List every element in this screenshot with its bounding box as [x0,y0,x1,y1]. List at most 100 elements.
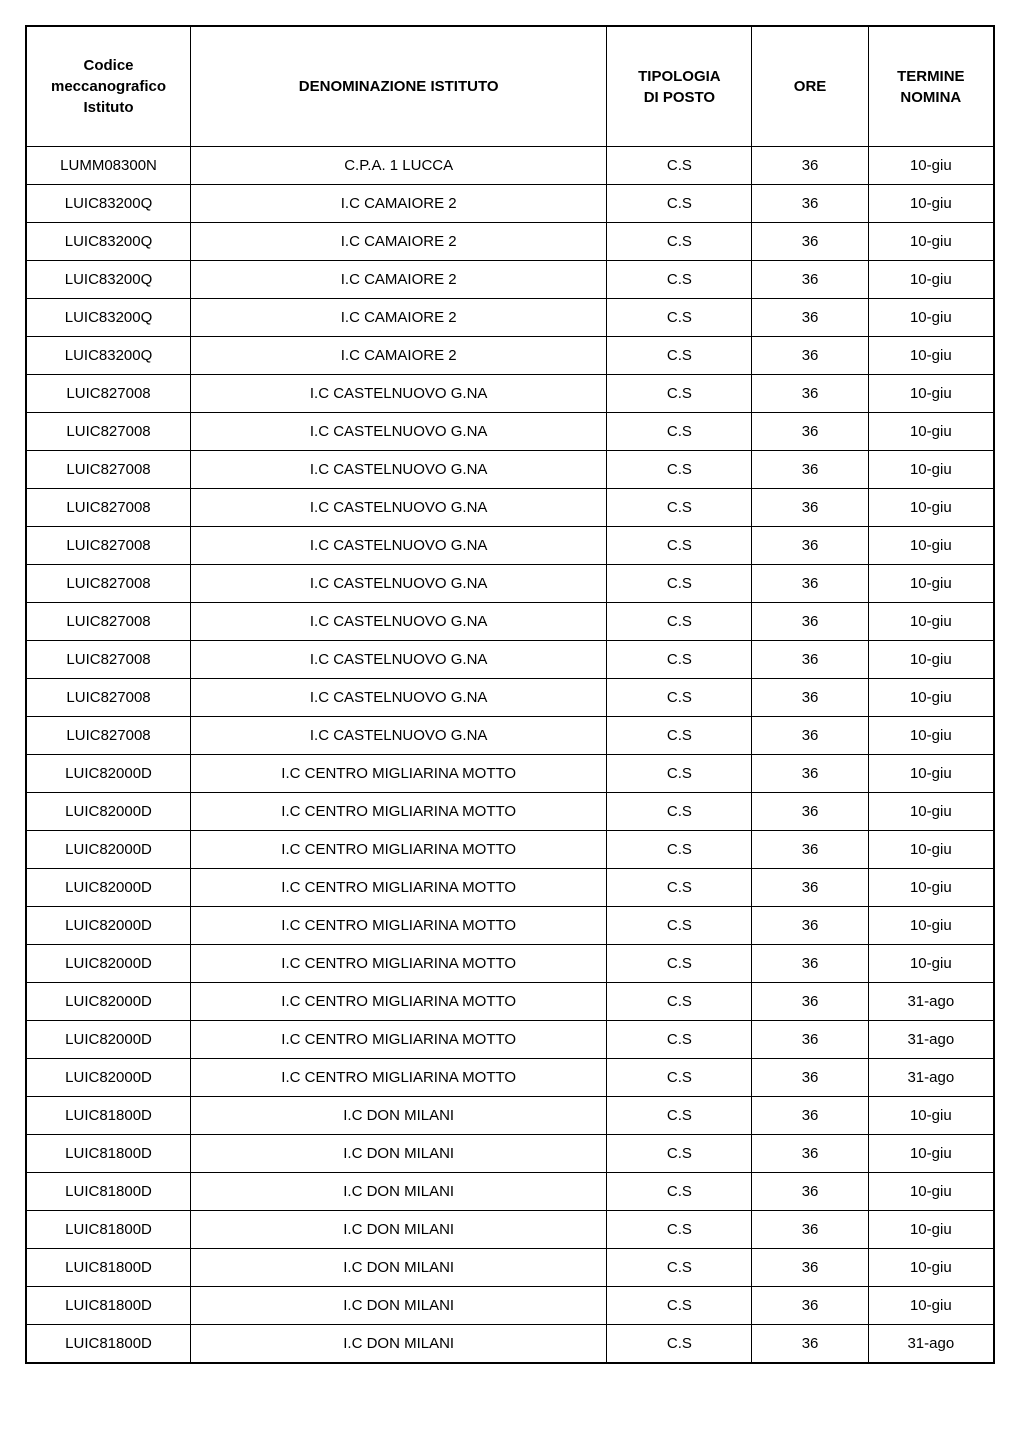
table-cell: C.S [607,1097,752,1135]
table-cell: I.C CAMAIORE 2 [191,223,607,261]
table-cell: 36 [752,983,868,1021]
table-cell: C.S [607,983,752,1021]
table-cell: LUIC827008 [26,679,191,717]
table-cell: 36 [752,337,868,375]
table-cell: 36 [752,717,868,755]
table-row: LUIC83200QI.C CAMAIORE 2C.S3610-giu [26,299,994,337]
table-row: LUIC827008I.C CASTELNUOVO G.NAC.S3610-gi… [26,413,994,451]
table-cell: 36 [752,1059,868,1097]
table-cell: LUIC83200Q [26,299,191,337]
table-cell: 36 [752,489,868,527]
table-cell: C.S [607,527,752,565]
table-cell: 10-giu [868,755,994,793]
table-row: LUIC83200QI.C CAMAIORE 2C.S3610-giu [26,261,994,299]
table-cell: LUIC82000D [26,907,191,945]
table-cell: I.C CASTELNUOVO G.NA [191,451,607,489]
table-cell: C.S [607,1059,752,1097]
table-row: LUIC827008I.C CASTELNUOVO G.NAC.S3610-gi… [26,679,994,717]
table-cell: C.S [607,223,752,261]
table-cell: I.C CASTELNUOVO G.NA [191,641,607,679]
table-cell: I.C CASTELNUOVO G.NA [191,565,607,603]
table-cell: 10-giu [868,831,994,869]
table-cell: C.S [607,755,752,793]
table-cell: I.C CASTELNUOVO G.NA [191,717,607,755]
table-cell: 36 [752,641,868,679]
table-row: LUMM08300NC.P.A. 1 LUCCAC.S3610-giu [26,147,994,185]
table-cell: 36 [752,869,868,907]
table-cell: C.S [607,1325,752,1364]
table-cell: LUIC83200Q [26,223,191,261]
table-cell: I.C DON MILANI [191,1211,607,1249]
table-row: LUIC82000DI.C CENTRO MIGLIARINA MOTTOC.S… [26,831,994,869]
table-row: LUIC827008I.C CASTELNUOVO G.NAC.S3610-gi… [26,641,994,679]
table-cell: 36 [752,413,868,451]
table-row: LUIC827008I.C CASTELNUOVO G.NAC.S3610-gi… [26,527,994,565]
table-cell: 36 [752,793,868,831]
table-cell: 10-giu [868,1287,994,1325]
table-body: LUMM08300NC.P.A. 1 LUCCAC.S3610-giu LUIC8… [26,147,994,1364]
table-cell: 10-giu [868,261,994,299]
table-row: LUIC827008I.C CASTELNUOVO G.NAC.S3610-gi… [26,451,994,489]
table-cell: 36 [752,185,868,223]
table-cell: 10-giu [868,1249,994,1287]
table-cell: LUIC827008 [26,641,191,679]
table-cell: 36 [752,831,868,869]
table-cell: 10-giu [868,1173,994,1211]
table-cell: 10-giu [868,641,994,679]
table-cell: 10-giu [868,945,994,983]
table-cell: LUIC82000D [26,1021,191,1059]
table-cell: C.S [607,1249,752,1287]
table-cell: C.S [607,717,752,755]
table-row: LUIC81800DI.C DON MILANIC.S3610-giu [26,1173,994,1211]
table-cell: I.C CASTELNUOVO G.NA [191,375,607,413]
table-cell: 10-giu [868,679,994,717]
table-cell: C.S [607,451,752,489]
table-cell: 10-giu [868,793,994,831]
table-cell: 36 [752,1021,868,1059]
table-cell: 10-giu [868,527,994,565]
table-cell: 10-giu [868,413,994,451]
table-row: LUIC82000DI.C CENTRO MIGLIARINA MOTTOC.S… [26,907,994,945]
table-cell: 36 [752,679,868,717]
table-cell: C.S [607,1173,752,1211]
header-tipologia: TIPOLOGIADI POSTO [607,26,752,147]
table-cell: LUMM08300N [26,147,191,185]
table-cell: 10-giu [868,1135,994,1173]
table-cell: I.C CENTRO MIGLIARINA MOTTO [191,755,607,793]
header-codice: CodicemeccanograficoIstituto [26,26,191,147]
table-cell: C.S [607,375,752,413]
table-cell: I.C CASTELNUOVO G.NA [191,603,607,641]
table-cell: 36 [752,1173,868,1211]
table-cell: 10-giu [868,375,994,413]
table-row: LUIC83200QI.C CAMAIORE 2C.S3610-giu [26,337,994,375]
table-cell: C.S [607,413,752,451]
table-row: LUIC81800DI.C DON MILANIC.S3610-giu [26,1287,994,1325]
table-row: LUIC83200QI.C CAMAIORE 2C.S3610-giu [26,223,994,261]
header-denominazione: DENOMINAZIONE ISTITUTO [191,26,607,147]
table-cell: 36 [752,527,868,565]
table-row: LUIC81800DI.C DON MILANIC.S3610-giu [26,1211,994,1249]
table-row: LUIC827008I.C CASTELNUOVO G.NAC.S3610-gi… [26,717,994,755]
table-cell: 31-ago [868,983,994,1021]
table-row: LUIC81800DI.C DON MILANIC.S3610-giu [26,1249,994,1287]
table-cell: 36 [752,375,868,413]
table-cell: 10-giu [868,717,994,755]
table-cell: 10-giu [868,869,994,907]
table-cell: I.C CAMAIORE 2 [191,261,607,299]
table-cell: C.S [607,185,752,223]
table-cell: 10-giu [868,907,994,945]
table-cell: C.S [607,793,752,831]
table-cell: I.C CAMAIORE 2 [191,337,607,375]
table-cell: LUIC81800D [26,1325,191,1364]
data-table: CodicemeccanograficoIstituto DENOMINAZIO… [25,25,995,1364]
table-cell: I.C DON MILANI [191,1325,607,1364]
table-cell: I.C CASTELNUOVO G.NA [191,413,607,451]
table-cell: 10-giu [868,451,994,489]
table-cell: I.C DON MILANI [191,1249,607,1287]
table-cell: LUIC82000D [26,1059,191,1097]
table-row: LUIC81800DI.C DON MILANIC.S3610-giu [26,1135,994,1173]
table-cell: 36 [752,147,868,185]
table-cell: I.C CENTRO MIGLIARINA MOTTO [191,983,607,1021]
table-cell: 10-giu [868,565,994,603]
header-termine: TERMINENOMINA [868,26,994,147]
